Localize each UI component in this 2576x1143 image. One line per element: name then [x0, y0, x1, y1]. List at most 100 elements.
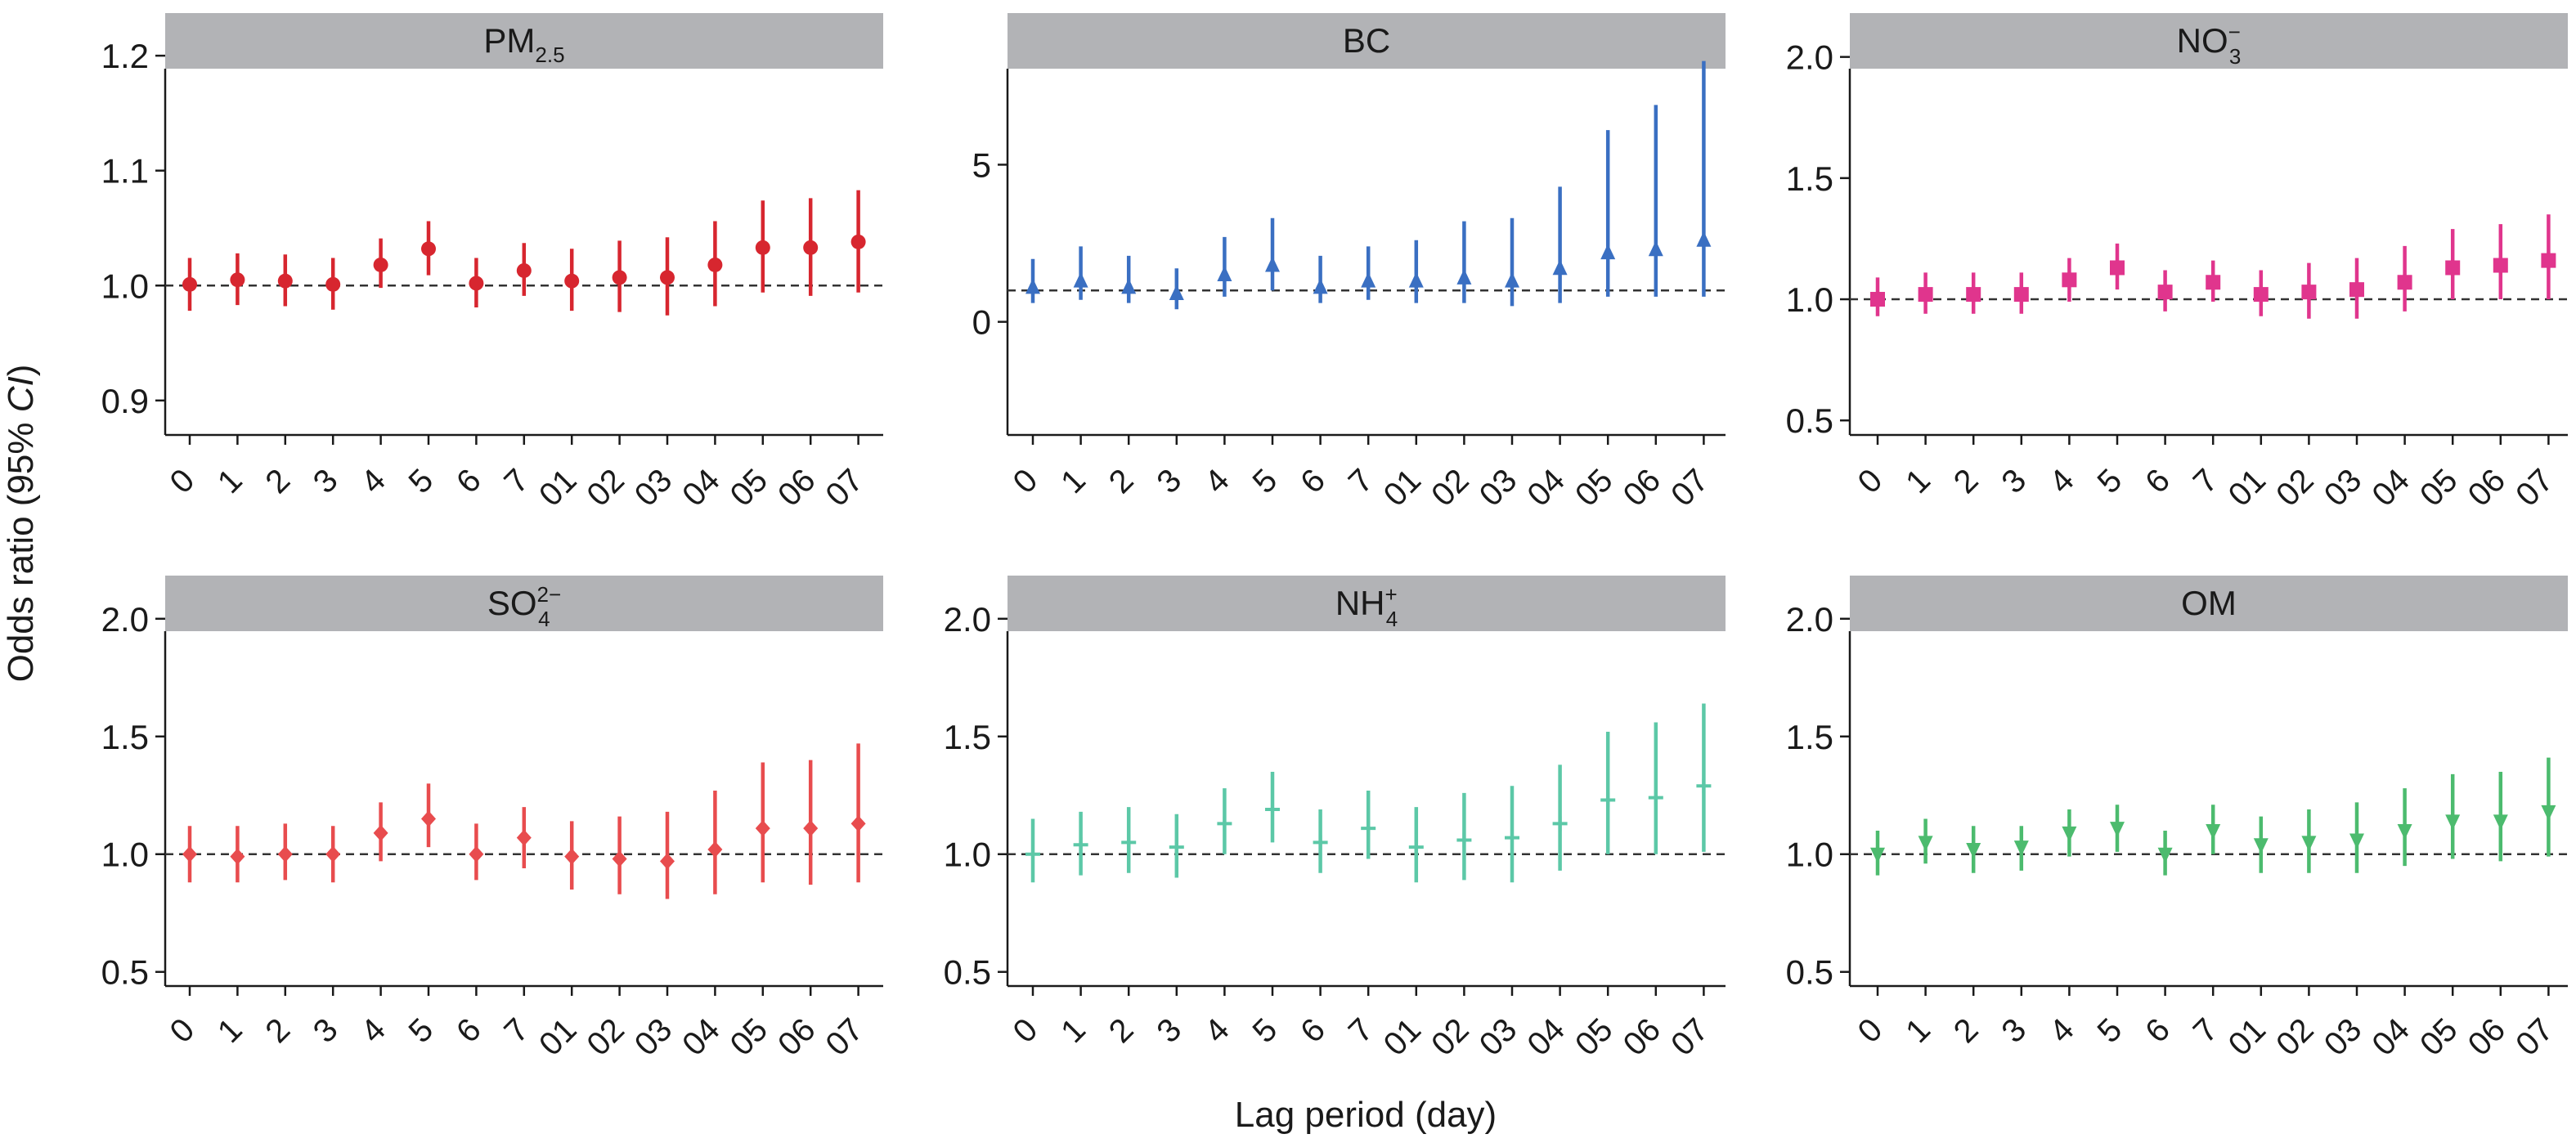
- panel-title: NH+ 4: [1335, 582, 1398, 631]
- point-estimate: [2493, 814, 2508, 831]
- x-tick-label: 4: [2043, 462, 2081, 500]
- point-estimate: [182, 276, 197, 292]
- x-tick-label: 5: [1246, 1011, 1285, 1050]
- x-tick-label: 1: [1054, 462, 1093, 500]
- x-tick-label: 07: [2509, 1011, 2560, 1063]
- point-estimate: [2013, 840, 2029, 857]
- x-tick-label: 0: [164, 462, 202, 500]
- panel-title-main: BC: [1343, 21, 1390, 60]
- x-tick-label: 7: [497, 462, 536, 500]
- point-estimate: [2110, 260, 2125, 276]
- point-estimate: [1073, 271, 1088, 288]
- point-estimate: [1456, 268, 1472, 285]
- y-tick-label: 1.5: [101, 718, 149, 756]
- x-tick-label: 6: [1294, 462, 1332, 500]
- x-tick-label: 1: [1054, 1011, 1093, 1050]
- point-estimate: [850, 815, 866, 832]
- x-tick-label: 0: [1007, 1011, 1045, 1050]
- x-tick-label: 4: [354, 462, 393, 500]
- x-tick-label: 07: [1664, 462, 1716, 513]
- point-estimate: [612, 850, 627, 867]
- point-estimate: [2110, 822, 2125, 838]
- point-estimate: [660, 853, 675, 870]
- facet-strip: [1850, 576, 2568, 631]
- y-tick-label: 1.0: [101, 836, 149, 874]
- point-estimate: [755, 240, 770, 255]
- y-tick-label: 0.5: [101, 953, 149, 992]
- x-tick-label: 7: [1342, 462, 1380, 500]
- point-estimate: [1456, 832, 1472, 848]
- x-tick-label: 7: [497, 1011, 536, 1050]
- x-tick-label: 02: [580, 1011, 631, 1063]
- x-tick-label: 4: [354, 1011, 393, 1050]
- point-estimate: [2206, 275, 2221, 290]
- point-estimate: [1025, 278, 1040, 294]
- point-estimate: [373, 257, 388, 272]
- point-estimate: [707, 840, 723, 858]
- x-tick-label: 4: [1198, 1011, 1236, 1050]
- point-estimate: [1600, 792, 1616, 808]
- point-estimate: [1361, 271, 1376, 288]
- point-estimate: [1265, 802, 1280, 818]
- x-tick-label: 7: [1342, 1011, 1380, 1050]
- point-estimate: [230, 272, 245, 288]
- point-estimate: [2349, 282, 2364, 298]
- facet-strip: [1008, 576, 1726, 631]
- point-estimate: [1648, 790, 1663, 805]
- panel-title-main: OM: [2181, 584, 2237, 622]
- panel-title-sup: 2−: [537, 582, 562, 607]
- point-estimate: [1696, 778, 1712, 794]
- point-estimate: [516, 262, 532, 278]
- point-estimate: [1870, 292, 1885, 307]
- x-tick-label: 5: [402, 462, 441, 500]
- point-estimate: [1408, 840, 1424, 855]
- y-tick-label: 0.5: [1786, 953, 1833, 992]
- x-tick-label: 2: [1947, 1011, 1986, 1050]
- panel-title-sup: −: [2228, 20, 2241, 44]
- point-estimate: [2397, 275, 2412, 290]
- x-tick-label: 04: [675, 1011, 727, 1063]
- point-estimate: [2301, 836, 2317, 852]
- x-tick-label: 07: [1664, 1011, 1716, 1063]
- x-tick-label: 2: [1947, 462, 1986, 500]
- x-tick-label: 05: [1568, 462, 1620, 513]
- point-estimate: [1121, 835, 1137, 850]
- x-tick-label: 5: [402, 1011, 441, 1050]
- point-estimate: [1600, 244, 1616, 260]
- x-tick-label: 5: [2091, 462, 2129, 500]
- y-axis-title-suffix: ): [1, 365, 41, 377]
- x-tick-label: 04: [675, 462, 727, 513]
- x-tick-label: 3: [307, 462, 345, 500]
- x-tick-label: 1: [211, 462, 249, 500]
- y-tick-label: 1.1: [101, 152, 149, 190]
- point-estimate: [2157, 285, 2173, 300]
- x-tick-label: 4: [1198, 462, 1236, 500]
- x-tick-label: 01: [2222, 462, 2273, 513]
- facet-strip: [1850, 13, 2568, 69]
- point-estimate: [2301, 285, 2317, 300]
- x-tick-label: 06: [2462, 1011, 2513, 1063]
- x-tick-label: 7: [2187, 462, 2225, 500]
- x-tick-label: 5: [1246, 462, 1285, 500]
- point-estimate: [1025, 846, 1040, 862]
- x-tick-label: 2: [1102, 462, 1141, 500]
- point-estimate: [325, 276, 341, 292]
- point-estimate: [660, 270, 675, 285]
- point-estimate: [2445, 260, 2461, 276]
- point-estimate: [803, 820, 819, 837]
- point-estimate: [2541, 253, 2556, 268]
- x-tick-label: 0: [1007, 462, 1045, 500]
- point-estimate: [516, 829, 532, 846]
- x-tick-label: 01: [532, 1011, 584, 1063]
- point-estimate: [612, 270, 627, 285]
- panel-title: NO− 3: [2177, 20, 2242, 69]
- point-estimate: [1169, 840, 1184, 855]
- panel-title: PM2.5: [483, 21, 564, 67]
- point-estimate: [469, 845, 484, 863]
- x-tick-label: 2: [258, 1011, 297, 1050]
- point-estimate: [1361, 821, 1376, 836]
- panel-title-sub: 4: [538, 607, 550, 631]
